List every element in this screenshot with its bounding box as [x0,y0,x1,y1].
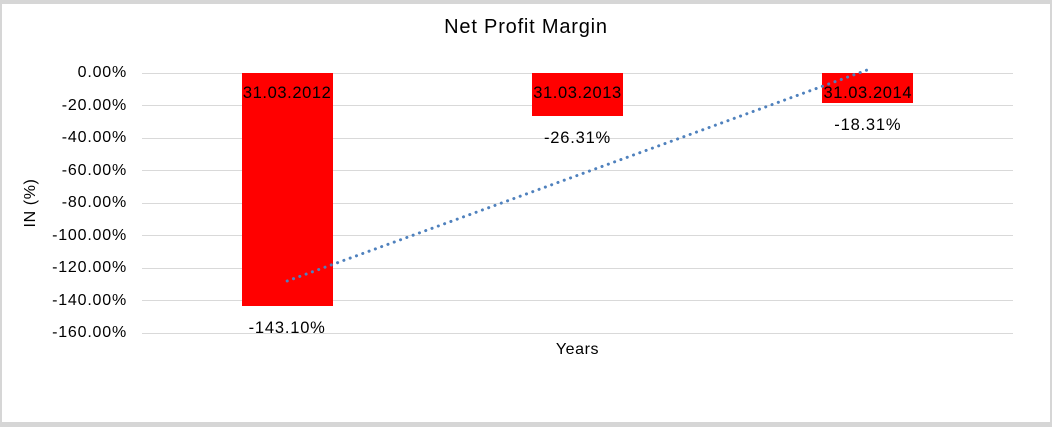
gridline [142,332,1013,334]
y-tick-label: -40.00% [61,129,127,146]
data-label: -26.31% [543,128,612,147]
bar [241,73,333,306]
chart-title: Net Profit Margin [444,16,608,38]
data-label: -18.31% [834,115,902,134]
x-axis-title: Years [555,341,600,358]
y-tick-label: -120.00% [52,259,127,276]
category-label: 31.03.2014 [823,84,913,102]
y-tick-label: -160.00% [52,324,127,341]
y-tick-label: -80.00% [61,194,127,211]
data-label: -143.10% [248,318,326,337]
category-label: 31.03.2013 [533,84,622,102]
gridline [142,300,1013,301]
y-tick-label: -100.00% [52,226,127,244]
y-tick-label: -60.00% [61,161,127,179]
category-label: 31.03.2012 [242,84,332,102]
y-tick-label: 0.00% [77,64,127,81]
y-tick-label: -140.00% [52,291,127,309]
y-tick-label: -20.00% [61,96,127,114]
